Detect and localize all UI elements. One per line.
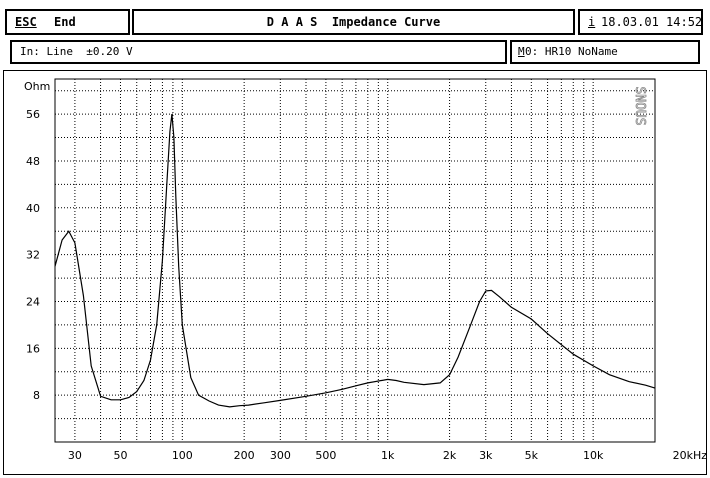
y-tick-label: 8 bbox=[33, 389, 40, 402]
input-info: In: Line ±0.20 V bbox=[20, 45, 133, 58]
x-tick-label: 2k bbox=[443, 449, 457, 462]
datetime-stamp: 18.03.01 14:52 bbox=[601, 15, 703, 29]
x-tick-label: 50 bbox=[113, 449, 127, 462]
grid-layer bbox=[55, 79, 655, 442]
x-tick-label: 500 bbox=[315, 449, 336, 462]
plot-frame bbox=[3, 70, 707, 475]
memory-slot-info: 0: HR10 NoName bbox=[525, 45, 618, 58]
x-tick-label: 5k bbox=[525, 449, 539, 462]
input-info-box: In: Line ±0.20 V bbox=[10, 40, 507, 64]
plot-area bbox=[54, 78, 656, 443]
y-tick-label: 16 bbox=[26, 342, 40, 355]
esc-end-box[interactable]: ESC End bbox=[5, 9, 130, 35]
watermark-text: SNOUS bbox=[632, 86, 647, 125]
x-tick-label: 3k bbox=[479, 449, 493, 462]
x-tick-label: 20kHz bbox=[673, 449, 708, 462]
y-axis-label: Ohm bbox=[24, 80, 50, 93]
x-tick-label: 200 bbox=[234, 449, 255, 462]
y-tick-label: 24 bbox=[26, 295, 40, 308]
datetime-box: i 18.03.01 14:52 bbox=[578, 9, 703, 35]
info-key[interactable]: i bbox=[588, 15, 596, 29]
x-tick-label: 1k bbox=[381, 449, 395, 462]
impedance-curve bbox=[54, 114, 656, 408]
y-tick-label: 40 bbox=[26, 202, 40, 215]
x-tick-label: 300 bbox=[270, 449, 291, 462]
memory-box: M 0: HR10 NoName bbox=[510, 40, 700, 64]
x-tick-label: 10k bbox=[583, 449, 604, 462]
x-tick-labels: 30 50 100 200 300 500 1k 2k 3k 5k 10k 20kHz bbox=[68, 449, 707, 462]
title-box: D A A S Impedance Curve bbox=[132, 9, 575, 35]
page-title: D A A S Impedance Curve bbox=[266, 15, 441, 29]
y-tick-label: 32 bbox=[26, 249, 40, 262]
esc-key-label[interactable]: ESC bbox=[15, 15, 37, 29]
y-tick-labels: 8 16 24 32 40 48 56 bbox=[26, 108, 40, 402]
y-tick-label: 56 bbox=[26, 108, 40, 121]
x-tick-label: 30 bbox=[68, 449, 82, 462]
memory-key[interactable]: M bbox=[518, 45, 525, 58]
x-tick-label: 100 bbox=[172, 449, 193, 462]
y-tick-label: 48 bbox=[26, 155, 40, 168]
end-label[interactable]: End bbox=[54, 15, 76, 29]
